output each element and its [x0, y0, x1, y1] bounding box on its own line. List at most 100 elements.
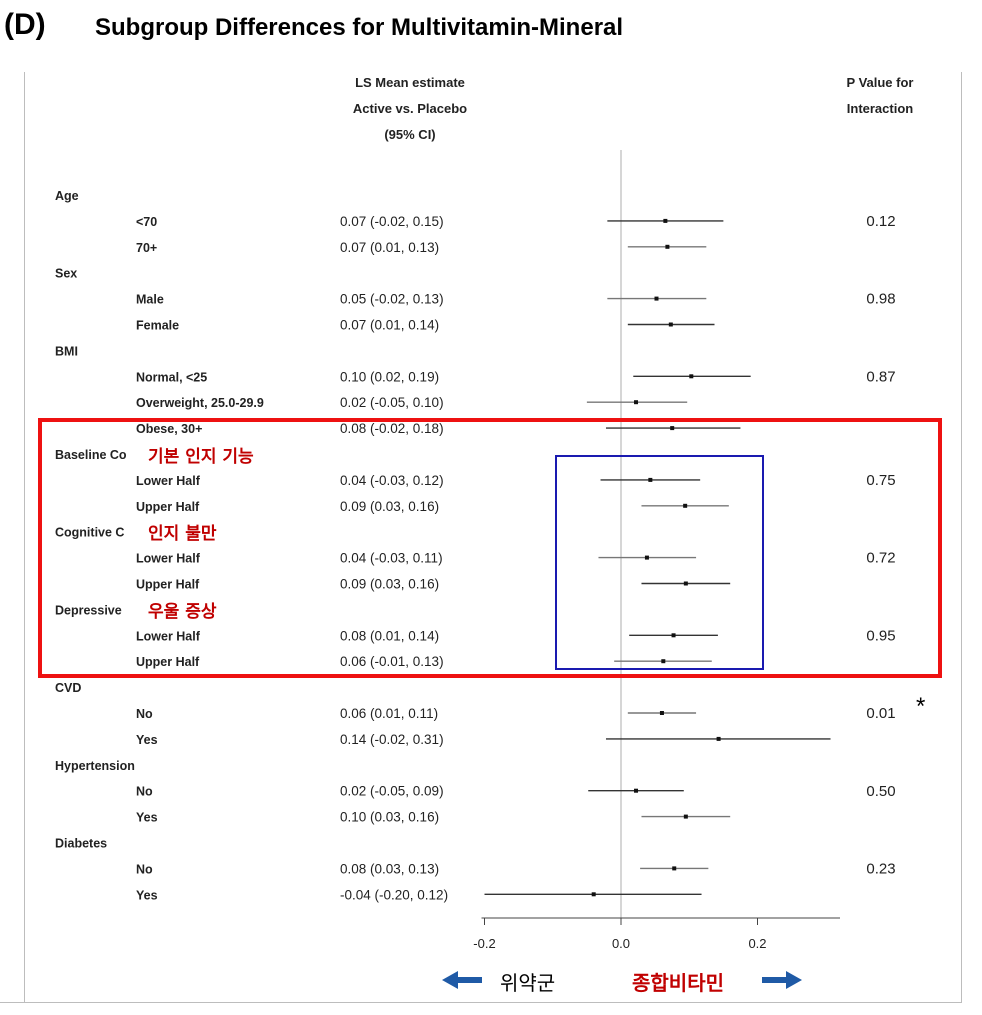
estimate-text: 0.08 (0.01, 0.14)	[340, 628, 439, 643]
point-estimate	[665, 244, 670, 249]
estimate-text: 0.07 (0.01, 0.14)	[340, 318, 439, 333]
subgroup-label: Yes	[136, 888, 158, 902]
highlight-box-red	[38, 418, 942, 678]
subgroup-label: No	[136, 862, 153, 876]
point-estimate	[648, 477, 653, 482]
point-estimate	[683, 814, 688, 819]
p-value: 0.87	[866, 368, 895, 385]
panel-frame	[24, 72, 962, 1003]
estimate-text: 0.08 (-0.02, 0.18)	[340, 421, 444, 436]
estimate-text: -0.04 (-0.20, 0.12)	[340, 887, 448, 902]
pvalue-header-line1: P Value for	[846, 75, 914, 90]
group-label: Diabetes	[55, 837, 107, 851]
point-estimate	[654, 296, 659, 301]
subgroup-label: Upper Half	[136, 500, 200, 514]
annotation-cognitive-complaint: 인지 불만	[148, 524, 217, 544]
annotation-depressive: 우울 증상	[148, 602, 217, 622]
placebo-label: 위약군	[500, 971, 556, 995]
estimate-text: 0.04 (-0.03, 0.11)	[340, 551, 443, 566]
subgroup-label: Yes	[136, 811, 158, 825]
highlight-box-blue	[555, 455, 764, 670]
estimate-column-header: LS Mean estimate Active vs. Placebo (95%…	[320, 70, 500, 148]
pvalue-header-line2: Interaction	[846, 101, 914, 116]
estimate-text: 0.09 (0.03, 0.16)	[340, 577, 439, 592]
panel-label: (D)	[4, 8, 46, 41]
estimate-text: 0.05 (-0.02, 0.13)	[340, 292, 444, 307]
estimate-text: 0.06 (-0.01, 0.13)	[340, 654, 444, 669]
subgroup-label: Upper Half	[136, 655, 200, 669]
subgroup-label: Overweight, 25.0-29.9	[136, 396, 264, 410]
annotation-baseline-cognition: 기본 인지 기능	[148, 447, 254, 467]
point-estimate	[683, 581, 688, 586]
point-estimate	[671, 633, 676, 638]
estimate-text: 0.07 (0.01, 0.13)	[340, 240, 439, 255]
point-estimate	[659, 711, 664, 715]
group-label: CVD	[55, 681, 81, 695]
p-value: 0.12	[866, 213, 895, 230]
point-estimate	[644, 555, 649, 560]
estimate-text: 0.10 (0.03, 0.16)	[340, 810, 439, 825]
subgroup-label: Upper Half	[136, 578, 200, 592]
p-value: 0.23	[866, 861, 895, 878]
significance-asterisk: *	[916, 693, 926, 720]
subgroup-label: Obese, 30+	[136, 422, 202, 436]
point-estimate	[672, 866, 677, 871]
estimate-text: 0.06 (0.01, 0.11)	[340, 706, 438, 721]
right-arrow-icon	[762, 971, 802, 989]
p-value: 0.75	[866, 472, 895, 489]
subgroup-label: No	[136, 707, 153, 721]
estimate-text: 0.07 (-0.02, 0.15)	[340, 214, 444, 229]
point-estimate	[661, 659, 666, 664]
point-estimate	[634, 788, 639, 793]
group-label: Sex	[55, 267, 77, 281]
subgroup-label: Yes	[136, 733, 158, 747]
subgroup-label: Lower Half	[136, 552, 201, 566]
estimate-text: 0.08 (0.03, 0.13)	[340, 861, 439, 876]
p-value: 0.72	[866, 550, 895, 567]
subgroup-label: <70	[136, 215, 157, 229]
x-tick-label: -0.2	[473, 936, 495, 951]
group-label: Baseline Co	[55, 448, 127, 462]
subgroup-label: No	[136, 785, 153, 799]
point-estimate	[683, 503, 688, 508]
left-arrow-icon	[442, 971, 482, 989]
subgroup-label: 70+	[136, 241, 157, 255]
point-estimate	[670, 426, 675, 431]
estimate-header-line2: Active vs. Placebo	[352, 101, 468, 116]
group-label: Hypertension	[55, 759, 135, 773]
bottom-rule	[0, 1002, 24, 1003]
subgroup-label: Lower Half	[136, 629, 201, 643]
p-value: 0.98	[866, 291, 895, 308]
estimate-text: 0.14 (-0.02, 0.31)	[340, 732, 444, 747]
subgroup-label: Lower Half	[136, 474, 201, 488]
x-tick-label: 0.2	[748, 936, 766, 951]
estimate-text: 0.02 (-0.05, 0.09)	[340, 784, 444, 799]
estimate-header-line3: (95% CI)	[384, 127, 436, 142]
p-value: 0.01	[866, 705, 895, 722]
point-estimate	[663, 218, 668, 223]
estimate-text: 0.02 (-0.05, 0.10)	[340, 395, 444, 410]
group-label: Depressive	[55, 603, 122, 617]
point-estimate	[716, 736, 721, 741]
x-tick-label: 0.0	[612, 936, 630, 951]
p-value: 0.95	[866, 627, 895, 644]
point-estimate	[591, 892, 596, 897]
figure-title: Subgroup Differences for Multivitamin-Mi…	[95, 14, 624, 41]
subgroup-label: Male	[136, 293, 164, 307]
pvalue-column-header: P Value for Interaction	[820, 70, 940, 122]
subgroup-label: Female	[136, 319, 179, 333]
multivitamin-label: 종합비타민	[632, 971, 724, 995]
point-estimate	[668, 322, 673, 327]
group-label: Age	[55, 189, 79, 203]
estimate-header-line1: LS Mean estimate	[355, 75, 465, 90]
group-label: BMI	[55, 344, 78, 358]
p-value: 0.50	[866, 783, 895, 800]
point-estimate	[634, 400, 639, 405]
estimate-text: 0.10 (0.02, 0.19)	[340, 369, 439, 384]
subgroup-label: Normal, <25	[136, 370, 207, 384]
estimate-text: 0.04 (-0.03, 0.12)	[340, 473, 444, 488]
point-estimate	[689, 374, 694, 379]
group-label: Cognitive C	[55, 526, 124, 540]
estimate-text: 0.09 (0.03, 0.16)	[340, 499, 439, 514]
